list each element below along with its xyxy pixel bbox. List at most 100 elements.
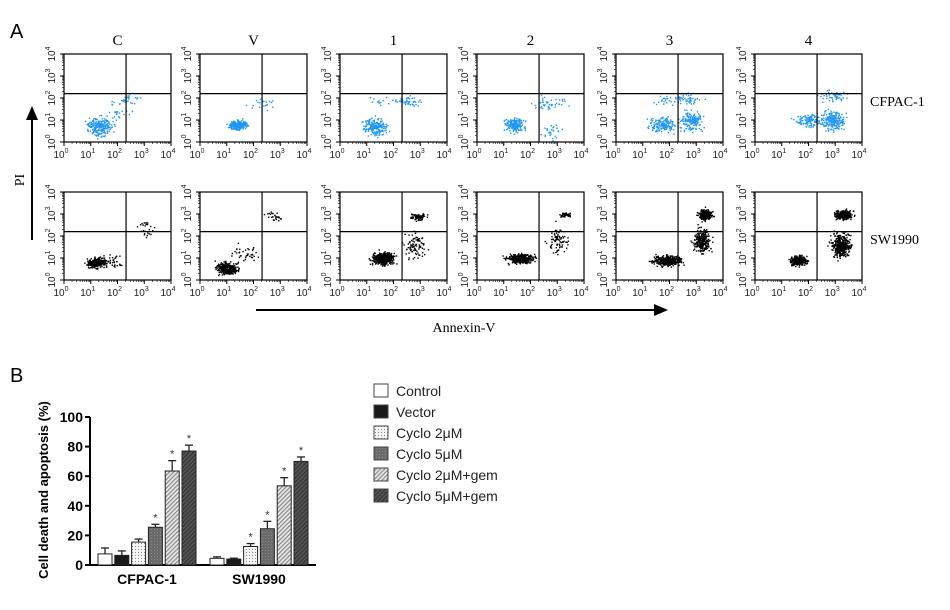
data-point: [95, 129, 98, 132]
data-point: [667, 126, 669, 128]
data-point: [695, 119, 697, 122]
data-point: [564, 216, 566, 218]
data-point: [662, 125, 664, 127]
data-point: [675, 96, 677, 99]
data-point: [393, 252, 395, 255]
data-point: [377, 101, 379, 103]
data-point: [382, 254, 384, 257]
data-point: [419, 254, 421, 256]
data-point: [377, 117, 380, 120]
data-point: [544, 240, 546, 243]
data-point: [524, 260, 527, 263]
data-point: [519, 127, 522, 129]
data-point: [502, 255, 504, 257]
data-point: [227, 266, 230, 268]
data-point: [521, 258, 524, 261]
data-point: [652, 129, 654, 131]
data-point: [98, 258, 100, 261]
data-point: [384, 255, 386, 257]
data-point: [86, 264, 88, 266]
data-point: [415, 218, 417, 220]
data-point: [510, 254, 512, 257]
x-tick-label: 102: [107, 286, 122, 299]
x-tick-label: 104: [573, 148, 588, 161]
data-point: [98, 264, 101, 267]
data-point: [546, 128, 548, 130]
data-point: [89, 261, 91, 263]
data-point: [410, 244, 412, 246]
data-point: [837, 119, 839, 122]
data-point: [405, 101, 407, 103]
data-point: [238, 127, 241, 129]
data-point: [526, 262, 528, 265]
data-point: [376, 256, 378, 258]
data-point: [380, 264, 382, 266]
tick-exponent: 2: [254, 148, 258, 155]
data-point: [690, 100, 692, 102]
tick-exponent: 0: [341, 286, 345, 293]
data-point: [92, 264, 95, 266]
data-point: [100, 124, 102, 126]
data-point: [510, 125, 512, 128]
data-point: [648, 127, 650, 129]
data-point: [513, 259, 516, 262]
data-point: [531, 255, 533, 258]
data-point: [387, 261, 389, 263]
data-point: [664, 125, 666, 128]
data-point: [809, 117, 811, 119]
data-point: [400, 100, 402, 102]
data-point: [240, 121, 243, 124]
scatter-points: [502, 212, 571, 266]
data-point: [392, 261, 394, 263]
data-point: [118, 116, 120, 118]
scatter-points: [790, 89, 849, 133]
data-point: [225, 269, 227, 272]
data-point: [225, 264, 228, 266]
data-point: [94, 258, 97, 260]
data-point: [380, 126, 382, 128]
data-point: [122, 99, 125, 101]
data-point: [418, 240, 420, 242]
data-point: [268, 212, 271, 215]
data-point: [91, 267, 94, 269]
data-point: [93, 265, 95, 267]
data-point: [238, 267, 240, 270]
data-point: [98, 260, 100, 262]
data-point: [390, 256, 393, 259]
data-point: [414, 214, 416, 216]
data-point: [418, 217, 420, 219]
data-point: [374, 252, 376, 254]
data-point: [652, 117, 654, 120]
data-point: [116, 112, 118, 114]
data-point: [226, 272, 229, 275]
data-point: [371, 256, 374, 258]
y-tick-label: 100: [736, 134, 749, 149]
y-tick-label: 100: [597, 134, 610, 149]
data-point: [671, 255, 673, 258]
data-point: [384, 260, 386, 262]
data-point: [515, 130, 517, 133]
data-point: [373, 127, 375, 130]
data-point: [84, 262, 86, 264]
data-point: [238, 122, 240, 124]
data-point: [834, 116, 836, 119]
data-point: [840, 128, 843, 130]
data-point: [507, 124, 510, 127]
data-point: [519, 261, 521, 263]
data-point: [521, 255, 524, 257]
data-point: [832, 121, 835, 124]
data-point: [678, 122, 680, 124]
data-point: [521, 254, 523, 256]
data-point: [692, 127, 695, 129]
data-point: [516, 117, 518, 120]
data-point: [691, 117, 694, 119]
data-point: [114, 125, 116, 127]
data-point: [375, 124, 378, 126]
data-point: [421, 215, 423, 217]
data-point: [385, 129, 387, 131]
data-point: [415, 103, 417, 106]
data-point: [685, 120, 687, 123]
tick-exponent: 2: [45, 228, 52, 232]
data-point: [373, 133, 375, 135]
data-point: [375, 133, 377, 135]
